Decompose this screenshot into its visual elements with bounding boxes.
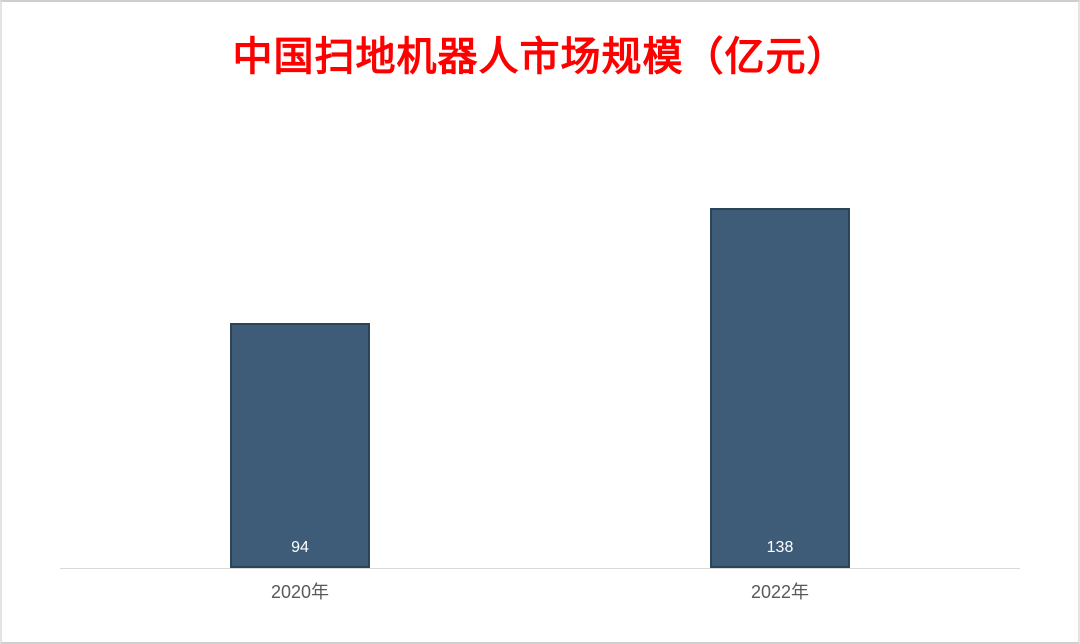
bars-container: 94 138: [60, 98, 1020, 568]
bar-value-label: 94: [291, 539, 309, 556]
bar-slot: 94: [60, 98, 540, 568]
x-axis-line: [60, 568, 1020, 569]
bar-value-label: 138: [766, 539, 794, 556]
x-axis-tick-labels: 2020年 2022年: [60, 569, 1020, 604]
bar-2020年: 94: [230, 322, 370, 568]
plot-area: 94 138 2020年 2022年: [60, 98, 1020, 604]
bar-2022年: 138: [710, 207, 850, 568]
x-tick-label: 2022年: [750, 582, 810, 602]
chart-title: 中国扫地机器人市场规模（亿元）: [232, 35, 848, 79]
bar-slot: 138: [540, 98, 1020, 568]
x-tick-label: 2020年: [270, 582, 330, 602]
